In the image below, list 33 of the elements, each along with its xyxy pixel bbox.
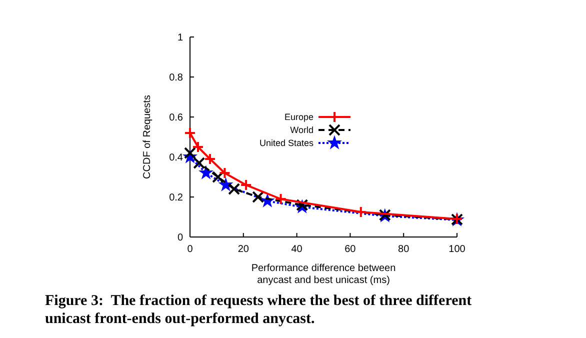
point <box>354 206 367 218</box>
point <box>198 165 214 180</box>
y-axis-title: CCDF of Requests <box>142 95 153 179</box>
point <box>192 141 204 153</box>
point <box>228 183 240 195</box>
point <box>240 179 252 191</box>
y-tick-label: 0.8 <box>169 72 184 84</box>
legend-label: Europe <box>284 112 314 122</box>
x-tick-label: 40 <box>291 244 303 255</box>
x-tick-label: 80 <box>398 244 410 255</box>
point <box>252 191 264 203</box>
point <box>184 127 196 139</box>
y-tick-label: 0.6 <box>169 112 184 124</box>
point <box>218 167 231 179</box>
x-tick-label: 20 <box>238 244 250 255</box>
y-tick-label: 0 <box>177 232 184 244</box>
x-tick-label: 100 <box>448 244 466 255</box>
legend-label: United States <box>259 138 314 148</box>
point <box>218 177 234 192</box>
point <box>212 171 224 183</box>
point <box>184 147 196 159</box>
x-axis-title: Performance difference between anycast and best unicast (ms) <box>251 263 396 286</box>
y-tick-label: 0.4 <box>169 152 184 164</box>
legend-label: World <box>290 125 314 136</box>
y-tick-label: 0.2 <box>169 192 184 204</box>
caption: Figure 3: The fraction of requests where the best of three different unicast front-ends out-performed anycast. <box>45 293 472 327</box>
point <box>274 193 287 205</box>
point <box>296 199 308 211</box>
point <box>204 153 216 165</box>
y-tick-label: 1 <box>177 32 184 44</box>
x-tick-label: 0 <box>187 244 194 255</box>
x-tick-label: 60 <box>344 244 356 255</box>
point <box>193 157 206 169</box>
